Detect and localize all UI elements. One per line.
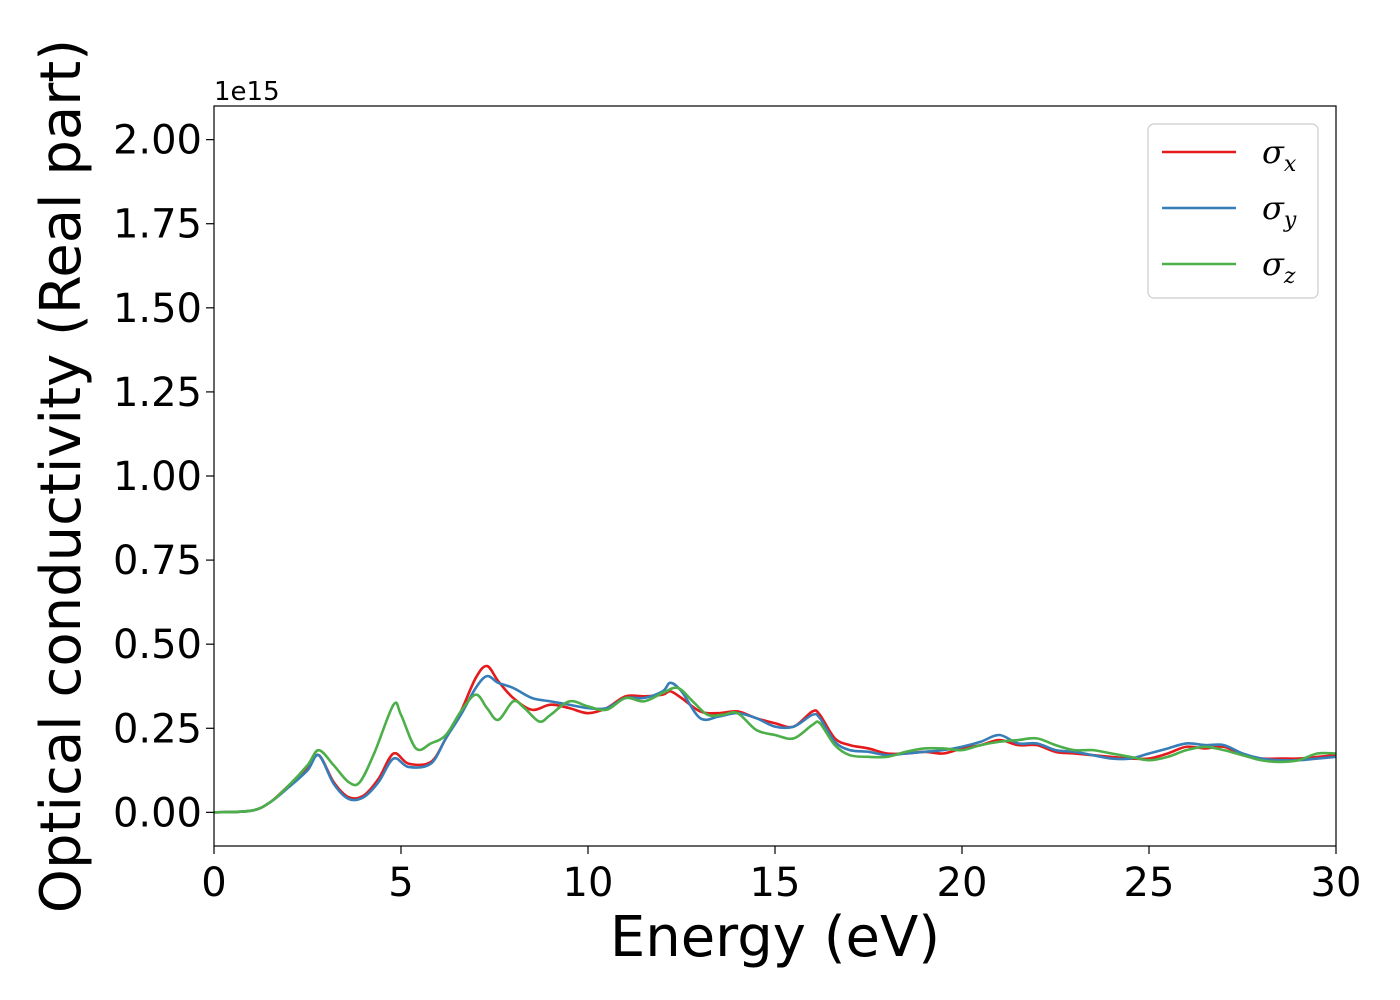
x-tick-label: 30 — [1311, 860, 1362, 906]
x-tick-label: 10 — [563, 860, 614, 906]
legend-subscript: x — [1284, 152, 1297, 177]
x-axis-title: Energy (eV) — [610, 905, 940, 970]
y-tick-label: 1.75 — [113, 202, 202, 248]
y-tick-label: 0.75 — [113, 538, 202, 584]
x-axis-ticks: 0 5 10 15 20 25 30 — [201, 846, 1361, 906]
legend-label-sigma-y: σy — [1262, 189, 1297, 233]
x-tick-label: 0 — [201, 860, 226, 906]
y-tick-label: 1.00 — [113, 454, 202, 500]
y-tick-label: 1.50 — [113, 286, 202, 332]
y-tick-label: 1.25 — [113, 370, 202, 416]
legend-box — [1147, 123, 1319, 299]
legend-subscript: y — [1283, 208, 1297, 233]
y-tick-label: 0.25 — [113, 706, 202, 752]
x-tick-label: 20 — [937, 860, 988, 906]
y-tick-label: 0.00 — [113, 790, 202, 836]
y-axis-title: Optical conductivity (Real part) — [29, 39, 94, 913]
x-tick-label: 15 — [750, 860, 801, 906]
y-offset-label: 1e15 — [214, 77, 280, 107]
x-tick-label: 5 — [388, 860, 413, 906]
y-tick-label: 2.00 — [113, 118, 202, 164]
y-tick-label: 0.50 — [113, 622, 202, 668]
series-layer — [213, 664, 1337, 814]
y-axis-ticks: 0.00 0.25 0.50 0.75 1.00 1.25 1.50 1.75 2.00 — [113, 118, 214, 836]
series-line-sigma-z — [213, 686, 1337, 814]
legend-subscript: z — [1283, 264, 1296, 289]
x-tick-label: 25 — [1124, 860, 1175, 906]
